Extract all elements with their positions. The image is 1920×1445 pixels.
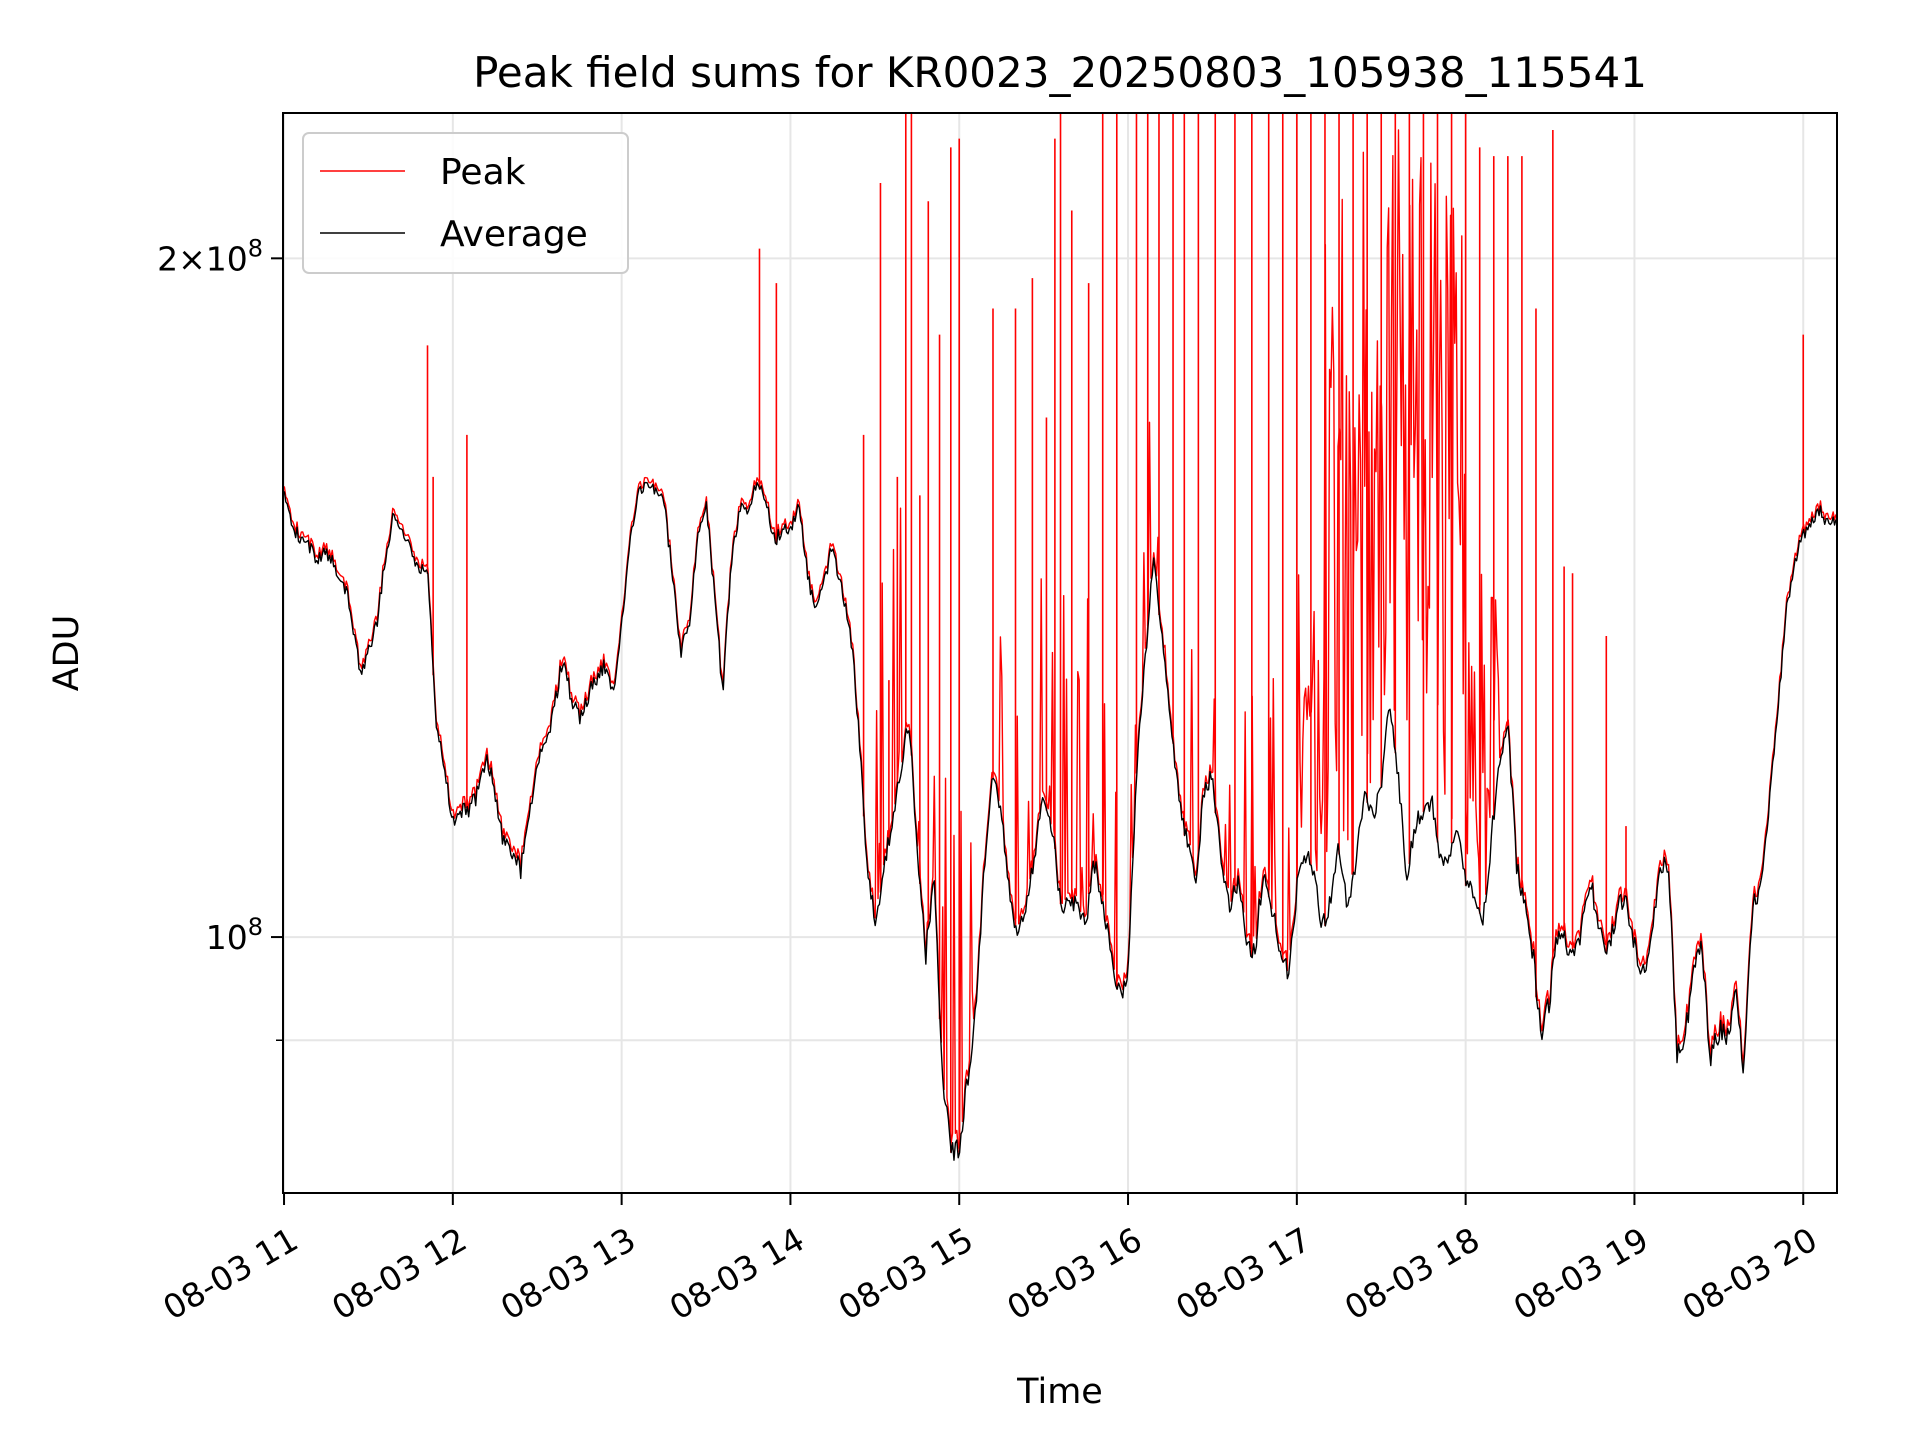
y-axis-label: ADU	[47, 615, 87, 692]
y-tick-label: 108	[206, 913, 263, 957]
peak-line	[282, 129, 1837, 1149]
plot-frame	[282, 112, 1838, 1194]
legend-average-label: Average	[440, 214, 588, 255]
y-tick-label: 2×108	[157, 234, 263, 278]
average-series	[282, 481, 1837, 1161]
x-axis-label: Time	[1016, 1372, 1103, 1412]
legend: Peak Average	[302, 132, 629, 274]
peak-series	[282, 113, 1837, 1153]
average-line	[282, 481, 1837, 1161]
chart-title: Peak field sums for KR0023_20250803_1059…	[473, 48, 1647, 97]
legend-peak-label: Peak	[440, 152, 526, 193]
legend-box	[302, 132, 629, 274]
